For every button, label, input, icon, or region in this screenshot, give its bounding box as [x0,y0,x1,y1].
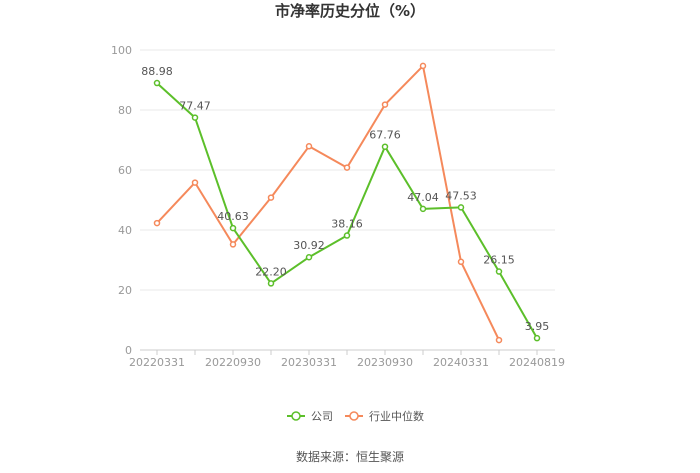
y-tick-label: 0 [125,344,132,357]
data-point-industry-median[interactable] [191,179,199,186]
legend-label: 公司 [311,410,333,423]
data-label: 67.76 [369,129,401,142]
data-point-company[interactable] [153,79,161,87]
chart-title: 市净率历史分位（%） [275,2,425,20]
x-tick-label: 20240331 [433,356,489,369]
data-point-industry-median[interactable] [229,241,237,248]
x-tick-label: 20220331 [129,356,185,369]
data-label: 22.20 [255,265,287,278]
legend-marker [349,411,359,421]
data-point-industry-median[interactable] [305,143,313,150]
data-label: 47.53 [445,189,477,202]
data-point-company[interactable] [381,143,389,150]
y-tick-label: 60 [118,164,132,177]
legend[interactable]: 公司 行业中位数 [287,409,424,423]
data-point-industry-median[interactable] [495,336,503,344]
data-label: 3.95 [525,320,550,333]
source-note: 数据来源：恒生聚源 [296,449,404,464]
data-label: 40.63 [217,210,249,223]
data-point-industry-median[interactable] [267,194,275,201]
legend-item-industry-median[interactable]: 行业中位数 [345,409,424,423]
legend-item-company[interactable]: 公司 [287,410,333,423]
x-tick-label: 20220930 [205,356,261,369]
data-labels: 88.98 77.47 40.63 22.20 30.92 38.16 67.76 47.04… [141,65,549,333]
y-tick-label: 20 [118,284,132,297]
y-tick-label: 80 [118,104,132,117]
data-label: 47.04 [407,191,439,204]
data-point-company[interactable] [229,224,237,232]
data-point-company[interactable] [419,205,427,213]
y-tick-label: 40 [118,224,132,237]
data-point-industry-median[interactable] [457,258,465,266]
data-point-company[interactable] [191,114,199,121]
y-tick-label: 100 [111,44,132,57]
data-point-company[interactable] [305,253,313,261]
data-label: 88.98 [141,65,173,78]
data-label: 30.92 [293,239,325,252]
x-tick-label: 20230930 [357,356,413,369]
axes: 0 20 40 60 80 100 20220331 20220930 20230331 2023… [111,44,565,369]
series [153,62,541,344]
data-point-industry-median[interactable] [419,62,427,70]
x-tick-label: 20240819 [509,356,565,369]
data-point-industry-median[interactable] [343,164,351,171]
data-point-industry-median[interactable] [153,219,161,227]
legend-label: 行业中位数 [369,409,424,423]
data-label: 77.47 [179,100,211,113]
data-label: 26.15 [483,254,515,267]
legend-marker [291,411,301,421]
data-point-company[interactable] [457,204,465,211]
series-line-industry-median [156,64,500,341]
data-point-company[interactable] [267,280,275,287]
data-point-company[interactable] [343,232,351,239]
x-tick-label: 20230331 [281,356,337,369]
data-point-company[interactable] [495,268,503,275]
data-point-company[interactable] [533,334,541,342]
data-label: 38.16 [331,218,363,231]
data-point-industry-median[interactable] [381,101,389,108]
